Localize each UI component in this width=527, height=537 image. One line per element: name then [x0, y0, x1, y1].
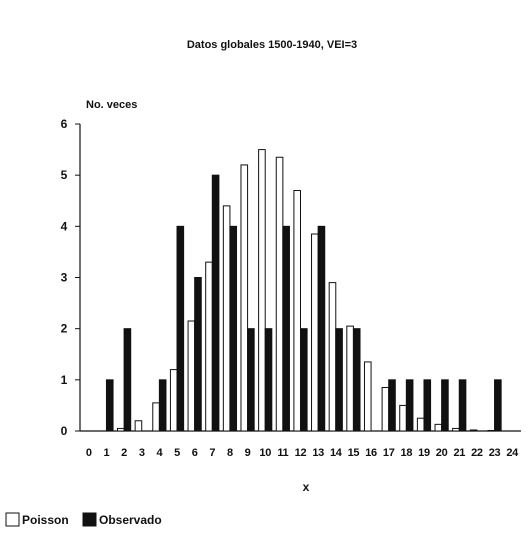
y-tick-label: 6 — [61, 117, 68, 131]
bar-observado — [105, 379, 114, 432]
bar-poisson — [416, 417, 425, 432]
bar-observado — [423, 379, 432, 432]
legend-label-poisson: Poisson — [22, 513, 69, 527]
bar-poisson — [169, 369, 178, 432]
bar-poisson — [134, 420, 143, 432]
bar-poisson — [187, 320, 196, 432]
bar-observado — [211, 174, 220, 432]
legend-swatch-poisson — [5, 512, 20, 527]
x-tick-label: 3 — [139, 447, 145, 459]
bar-poisson — [381, 387, 390, 432]
bar-observado — [158, 379, 167, 432]
bar-poisson — [399, 404, 407, 432]
x-tick-label: 5 — [174, 447, 180, 459]
x-tick-label: 10 — [259, 447, 271, 459]
y-tick-label: 5 — [61, 168, 68, 182]
bar-poisson — [452, 427, 460, 432]
x-tick-label: 19 — [418, 447, 430, 459]
bar-poisson — [258, 149, 266, 432]
bar-observado — [229, 225, 238, 432]
y-tick-label: 0 — [61, 424, 68, 438]
bar-observado — [123, 328, 132, 432]
x-tick-label: 24 — [506, 447, 519, 459]
bar-poisson — [152, 402, 160, 432]
bar-observado — [282, 225, 290, 432]
x-tick-label: 18 — [401, 447, 413, 459]
legend-swatch-observado — [82, 512, 97, 527]
x-axis-label: x — [303, 480, 310, 494]
x-tick-label: 7 — [209, 447, 215, 459]
bar-observado — [441, 379, 449, 432]
bar-observado — [247, 328, 255, 432]
x-tick-label: 0 — [86, 447, 92, 459]
bar-poisson — [311, 233, 319, 432]
x-ticks: 0 1 2 3 4 5 6 7 8 9 10 11 12 13 14 15 16 17 18 19 20 21 22 23 24 — [86, 447, 520, 459]
x-tick-label: 4 — [156, 447, 163, 459]
bar-observado — [352, 328, 361, 432]
bar-observado — [300, 328, 308, 432]
bar-poisson — [205, 261, 213, 432]
y-tick-label: 4 — [61, 219, 68, 233]
x-tick-label: 6 — [192, 447, 198, 459]
bar-poisson — [487, 429, 496, 432]
bar-poisson — [328, 282, 337, 432]
y-tick-label: 3 — [61, 271, 68, 285]
x-tick-label: 8 — [227, 447, 233, 459]
bar-poisson — [293, 190, 301, 432]
bar-poisson — [434, 423, 443, 432]
bar-observado — [494, 379, 502, 432]
bar-observado — [458, 379, 467, 432]
bar-observado — [388, 379, 396, 432]
x-tick-label: 17 — [383, 447, 395, 459]
bar-poisson — [117, 427, 125, 432]
bar-observado — [405, 379, 414, 432]
bar-observado — [194, 277, 202, 432]
x-tick-label: 21 — [453, 447, 465, 459]
x-tick-label: 23 — [489, 447, 501, 459]
bar-observado — [176, 225, 185, 432]
bars — [105, 149, 502, 432]
x-tick-label: 20 — [436, 447, 448, 459]
x-tick-label: 13 — [312, 447, 324, 459]
x-tick-label: 22 — [471, 447, 483, 459]
bar-poisson — [240, 164, 249, 432]
x-tick-label: 2 — [121, 447, 127, 459]
bar-poisson — [275, 156, 284, 432]
x-tick-label: 15 — [348, 447, 360, 459]
bar-poisson — [363, 361, 372, 432]
legend-label-observado: Observado — [99, 513, 162, 527]
x-tick-label: 9 — [245, 447, 251, 459]
x-tick-label: 14 — [330, 447, 343, 459]
bar-poisson — [346, 325, 354, 432]
bar-poisson — [469, 429, 478, 432]
y-tick-label: 2 — [61, 322, 68, 336]
legend: Poisson Observado — [5, 512, 162, 527]
bar-observado — [317, 225, 326, 432]
x-tick-label: 11 — [277, 447, 288, 459]
x-tick-label: 1 — [104, 447, 110, 459]
bar-observado — [264, 328, 273, 432]
y-axis-label: No. veces — [86, 99, 137, 111]
y-ticks: 0 1 2 3 4 5 6 — [61, 117, 80, 438]
y-tick-label: 1 — [61, 373, 68, 387]
x-tick-label: 16 — [365, 447, 377, 459]
bar-poisson — [222, 205, 231, 432]
x-tick-label: 12 — [295, 447, 307, 459]
chart-title: Datos globales 1500-1940, VEI=3 — [187, 39, 357, 51]
bar-observado — [335, 328, 343, 432]
